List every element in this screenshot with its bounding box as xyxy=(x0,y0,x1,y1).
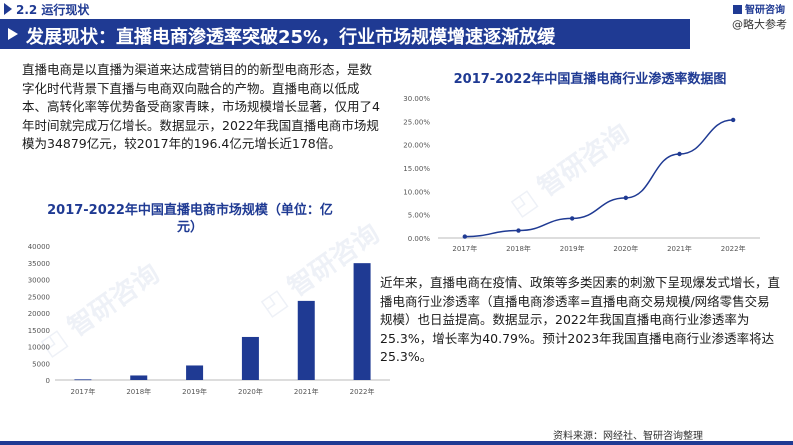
top-bar: 2.2 运行现状 智研咨询 xyxy=(0,0,793,18)
y-tick-label: 35000 xyxy=(28,260,50,268)
y-tick-label: 0.00% xyxy=(408,235,431,243)
series-line xyxy=(464,119,734,238)
data-point xyxy=(730,117,736,123)
x-tick-label: 2017年 xyxy=(71,387,96,396)
y-tick-label: 30.00% xyxy=(403,95,430,103)
bar xyxy=(297,300,315,380)
source-note: 资料来源：网经社、智研咨询整理 xyxy=(553,431,703,442)
y-tick-label: 15000 xyxy=(28,327,50,335)
y-tick-label: 10.00% xyxy=(403,188,430,196)
x-tick-label: 2018年 xyxy=(126,387,151,396)
y-tick-label: 40000 xyxy=(28,243,50,251)
footer-line xyxy=(0,441,793,445)
bar-chart: 0 5000 10000 15000 20000 25000 30000 35000 40000… xyxy=(28,243,390,396)
bar-chart-title: 2017-2022年中国直播电商市场规模（单位：亿元） xyxy=(47,203,333,235)
x-tick-label: 2020年 xyxy=(613,244,638,253)
author-watermark: @略大参考 xyxy=(732,18,787,31)
section-arrow-icon xyxy=(4,3,12,15)
data-point xyxy=(677,151,682,157)
x-tick-label: 2021年 xyxy=(294,387,319,396)
line-chart-title: 2017-2022年中国直播电商行业渗透率数据图 xyxy=(453,72,727,87)
y-tick-label: 20000 xyxy=(28,310,50,318)
y-tick-label: 5.00% xyxy=(408,212,431,220)
logo-icon xyxy=(733,5,742,14)
bar xyxy=(130,375,148,380)
x-tick-label: 2018年 xyxy=(506,244,531,253)
x-tick-label: 2021年 xyxy=(667,244,692,253)
bar xyxy=(186,365,204,380)
intro-paragraph: 直播电商是以直播为渠道来达成营销目的的新型电商形态，是数字化时代背景下直播与电商… xyxy=(22,62,380,151)
y-tick-label: 30000 xyxy=(28,277,50,285)
bar xyxy=(353,263,371,380)
page-title: 发展现状：直播电商渗透率突破25%，行业市场规模增速逐渐放缓 xyxy=(26,27,556,48)
y-tick-label: 25000 xyxy=(28,293,50,301)
data-point xyxy=(516,228,521,233)
y-tick-label: 0 xyxy=(46,377,50,385)
data-point xyxy=(462,234,468,239)
x-tick-label: 2022年 xyxy=(721,244,746,253)
y-tick-label: 15.00% xyxy=(403,165,430,173)
y-tick-label: 10000 xyxy=(28,344,50,352)
title-bar: 发展现状：直播电商渗透率突破25%，行业市场规模增速逐渐放缓 xyxy=(0,19,690,49)
line-chart: 0.00% 5.00% 10.00% 15.00% 20.00% 25.00% 30.00%… xyxy=(403,95,760,253)
x-tick-label: 2020年 xyxy=(238,387,263,396)
data-point xyxy=(623,195,629,201)
section-label: 2.2 运行现状 xyxy=(16,3,90,17)
x-tick-label: 2022年 xyxy=(350,387,375,396)
detail-paragraph: 近年来，直播电商在疫情、政策等多类因素的刺激下呈现爆发式增长，直播电商行业渗透率… xyxy=(380,275,781,364)
y-tick-label: 20.00% xyxy=(403,142,430,150)
y-tick-label: 25.00% xyxy=(403,118,430,126)
bar xyxy=(74,379,92,381)
y-tick-label: 5000 xyxy=(32,360,50,368)
title-arrow-icon xyxy=(8,28,18,40)
data-point xyxy=(569,216,575,221)
brand-name: 智研咨询 xyxy=(745,5,785,16)
x-tick-label: 2017年 xyxy=(452,244,477,253)
bar xyxy=(241,336,259,380)
x-tick-label: 2019年 xyxy=(182,387,207,396)
brand-logo: 智研咨询 xyxy=(733,1,785,16)
x-tick-label: 2019年 xyxy=(560,244,585,253)
